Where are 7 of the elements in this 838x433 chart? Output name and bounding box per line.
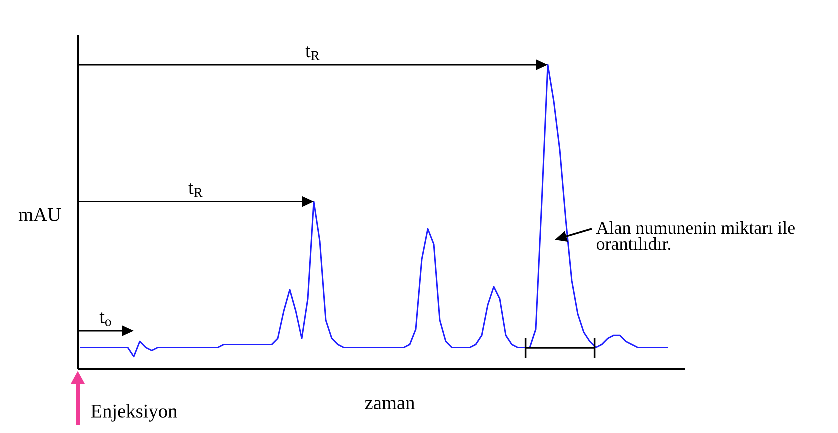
annotation: t$_{R}$ xyxy=(188,183,203,198)
x-axis-title: zaman xyxy=(365,400,415,410)
text: t$_{R}$ xyxy=(306,46,320,60)
text: Enjeksiyon xyxy=(91,404,178,422)
annotation: Alan numunenin miktarı ile orantılıdır. xyxy=(596,221,795,250)
annotation: t$_{o}$ xyxy=(100,312,112,326)
y-axis-title: mAU xyxy=(18,208,62,222)
